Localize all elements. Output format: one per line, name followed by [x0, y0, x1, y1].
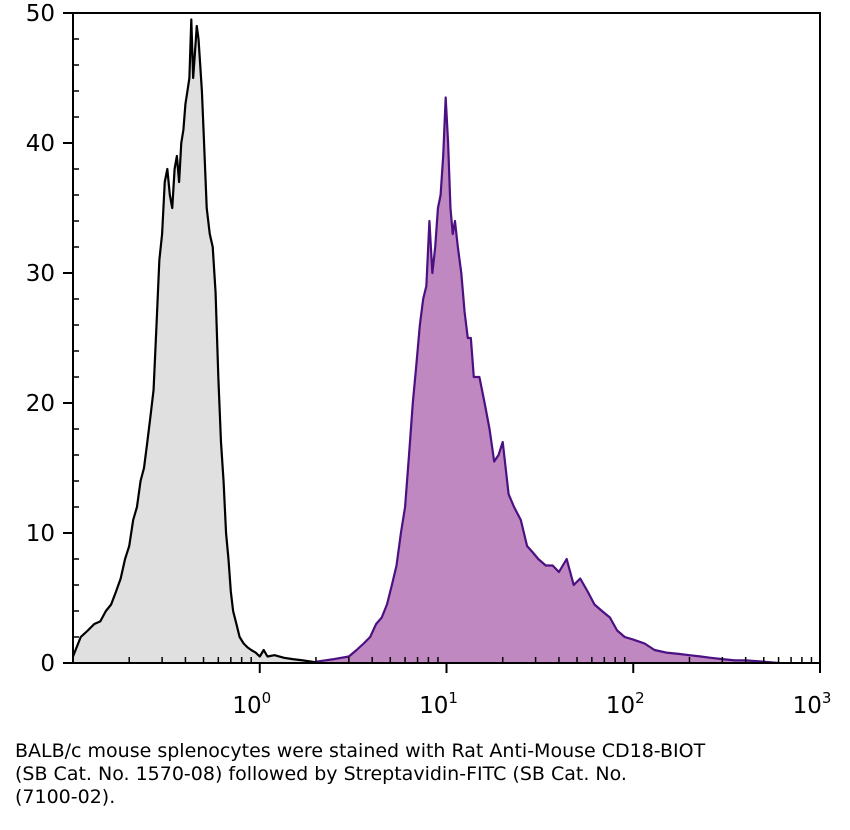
histogram-chart: 0 10 20 30 40 50 100 101 102 103 — [26, 1, 832, 719]
caption-line-1: BALB/c mouse splenocytes were stained wi… — [15, 740, 706, 762]
y-tick-label: 40 — [26, 131, 55, 157]
x-tick-label: 100 — [232, 689, 271, 719]
major-ticks — [63, 12, 821, 673]
x-tick-label: 103 — [793, 689, 832, 719]
x-tick-label: 101 — [419, 689, 458, 719]
series-2-area — [315, 97, 779, 663]
series-2-line — [315, 96, 779, 665]
series-1-line — [71, 18, 321, 665]
y-tick-label: 0 — [40, 651, 55, 677]
y-tick-label: 50 — [26, 1, 55, 27]
x-tick-labels: 100 101 102 103 — [232, 689, 831, 719]
y-tick-labels: 0 10 20 30 40 50 — [26, 1, 55, 677]
y-tick-label: 10 — [26, 521, 55, 547]
y-tick-label: 20 — [26, 391, 55, 417]
plot-frame — [72, 12, 821, 664]
caption-line-3: (7100-02). — [15, 786, 116, 808]
x-tick-label: 102 — [606, 689, 645, 719]
series-layer — [71, 18, 779, 665]
caption-line-2: (SB Cat. No. 1570-08) followed by Strept… — [15, 763, 627, 785]
y-tick-label: 30 — [26, 261, 55, 287]
figure-caption: BALB/c mouse splenocytes were stained wi… — [15, 740, 815, 809]
series-1-area — [73, 19, 320, 663]
